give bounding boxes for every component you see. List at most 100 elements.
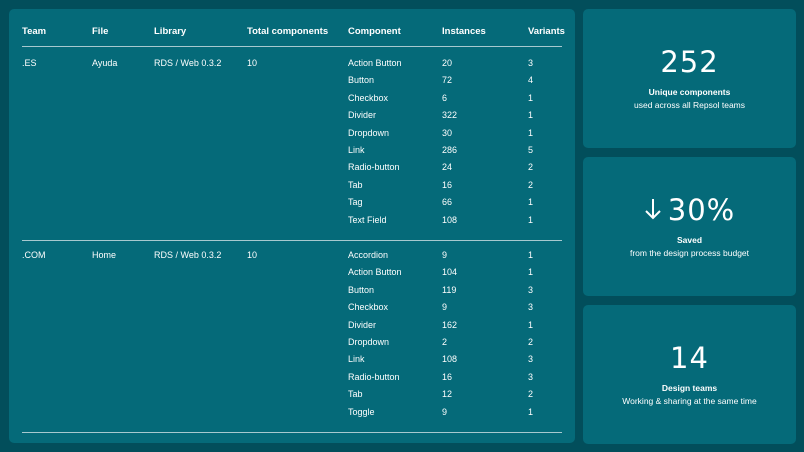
cell-file: Ecommerce (92, 441, 140, 443)
table-row[interactable]: Divider 162 1 (22, 319, 562, 336)
cell-variants: 4 (528, 75, 534, 86)
table-row[interactable]: Checkbox 6 1 (22, 92, 562, 109)
saved-subtitle: from the design process budget (629, 248, 750, 258)
cell-library: RDS / App 0.3.1 (154, 441, 219, 443)
table-row[interactable]: Tab 12 2 (22, 388, 562, 405)
cell-variants: 3 (528, 302, 534, 313)
cell-instances: 16 (442, 371, 453, 382)
cell-component: Button (348, 284, 375, 295)
table-row[interactable]: Checkbox 9 3 (22, 301, 562, 318)
table-row[interactable]: Radio-button 24 2 (22, 161, 562, 178)
cell-component: Checkbox (348, 92, 389, 103)
cell-component: Dropdown (348, 337, 390, 347)
table-row[interactable]: Dropdown 30 1 (22, 127, 562, 144)
cell-variants: 2 (528, 179, 534, 190)
cell-variants: 1 (528, 441, 533, 443)
cell-component: Accordion (348, 250, 389, 260)
cell-instances: 9 (442, 302, 448, 313)
cell-instances: 119 (442, 284, 457, 295)
cell-instances: 30 (442, 127, 453, 138)
cell-team: .ES (22, 58, 37, 68)
cell-variants: 3 (528, 371, 534, 382)
cell-variants: 2 (528, 337, 534, 347)
table-row[interactable]: Tab 16 2 (22, 179, 562, 196)
design-teams-subtitle: Working & sharing at the same time (622, 396, 757, 406)
cell-total-components: 8 (247, 441, 252, 443)
table-row[interactable]: Accordion 15 1 (22, 441, 562, 443)
table-row[interactable]: Button 72 4 (22, 74, 562, 91)
cell-file: Ayuda (92, 58, 118, 68)
header-variants[interactable]: Variants (528, 26, 565, 37)
cell-component: Divider (348, 110, 377, 121)
header-library[interactable]: Library (154, 26, 187, 37)
header-total-components[interactable]: Total components (247, 26, 329, 37)
header-instances[interactable]: Instances (442, 26, 486, 37)
header-file[interactable]: File (92, 26, 109, 37)
saved-value-row: 30% (583, 193, 796, 227)
cell-instances: 9 (442, 406, 448, 417)
cell-variants: 2 (528, 162, 534, 173)
table-row[interactable]: Divider 322 1 (22, 109, 562, 126)
table-row[interactable]: Dropdown 2 2 (22, 336, 562, 353)
cell-component: Tab (348, 389, 363, 400)
cell-component: Radio-button (348, 162, 400, 173)
cell-component: Accordion (348, 441, 388, 443)
design-teams-label: Design teams (661, 383, 718, 393)
stat-card-design-teams: 14 Design teams Working & sharing at the… (583, 305, 796, 444)
cell-component: Link (348, 354, 365, 365)
cell-instances: 322 (442, 110, 458, 121)
cell-component: Action Button (348, 58, 402, 68)
cell-instances: 9 (442, 250, 448, 260)
cell-file: Home (92, 250, 117, 260)
cell-component: Toggle (348, 406, 375, 417)
cell-component: Action Button (348, 267, 402, 278)
cell-component: Button (348, 75, 375, 86)
table-group: .ES Ayuda RDS / Web 0.3.2 10 Action Button 20… (22, 57, 562, 241)
header-component[interactable]: Component (348, 26, 401, 37)
cell-variants: 2 (528, 389, 534, 400)
cell-component: Dropdown (348, 127, 390, 138)
cell-component: Divider (348, 319, 377, 330)
unique-components-label: Unique components (648, 87, 731, 97)
arrow-down-icon (645, 199, 661, 220)
cell-instances: 72 (442, 75, 453, 86)
header-team[interactable]: Team (22, 26, 47, 37)
table-row[interactable]: Text Field 108 1 (22, 214, 562, 231)
cell-instances: 6 (442, 92, 448, 103)
cell-library: RDS / Web 0.3.2 (154, 250, 222, 260)
table-row[interactable]: Toggle 9 1 (22, 406, 562, 423)
table-group: WayletEcommerceRDS / App 0.3.18Accordion… (22, 441, 562, 443)
cell-instances: 66 (442, 197, 453, 208)
table-row[interactable]: Link 108 3 (22, 353, 562, 370)
cell-total-components: 10 (247, 58, 258, 68)
stat-card-unique-components: 252 Unique components used across all Re… (583, 9, 796, 148)
cell-instances: 16 (442, 179, 453, 190)
cell-team: .COM (22, 250, 46, 260)
cell-instances: 162 (442, 319, 458, 330)
table-row[interactable]: Action Button 20 3 (22, 57, 562, 74)
cell-variants: 1 (528, 250, 534, 260)
unique-components-value: 252 (660, 45, 719, 79)
cell-variants: 1 (528, 110, 534, 121)
cell-variants: 1 (528, 267, 534, 278)
table-row[interactable]: Link 286 5 (22, 144, 562, 161)
saved-label: Saved (676, 235, 703, 245)
cell-variants: 3 (528, 284, 534, 295)
table-group: .COM Home RDS / Web 0.3.2 10 Accordion 9 1 Acti… (22, 249, 562, 433)
cell-component: Tag (348, 197, 363, 208)
cell-variants: 1 (528, 92, 534, 103)
saved-value: 30% (667, 193, 736, 227)
table-row[interactable]: Radio-button 16 3 (22, 371, 562, 388)
cell-instances: 15 (442, 441, 452, 443)
cell-variants: 1 (528, 406, 534, 417)
cell-library: RDS / Web 0.3.2 (154, 58, 222, 68)
cell-variants: 1 (528, 319, 534, 330)
cell-instances: 108 (442, 354, 458, 365)
cell-instances: 108 (442, 214, 458, 225)
table-row[interactable]: Action Button 104 1 (22, 266, 562, 283)
cell-component: Checkbox (348, 302, 389, 313)
table-row[interactable]: Button 119 3 (22, 284, 562, 301)
table-row[interactable]: Tag 66 1 (22, 196, 562, 213)
table-row[interactable]: Accordion 9 1 (22, 249, 562, 266)
design-teams-value: 14 (670, 341, 709, 375)
